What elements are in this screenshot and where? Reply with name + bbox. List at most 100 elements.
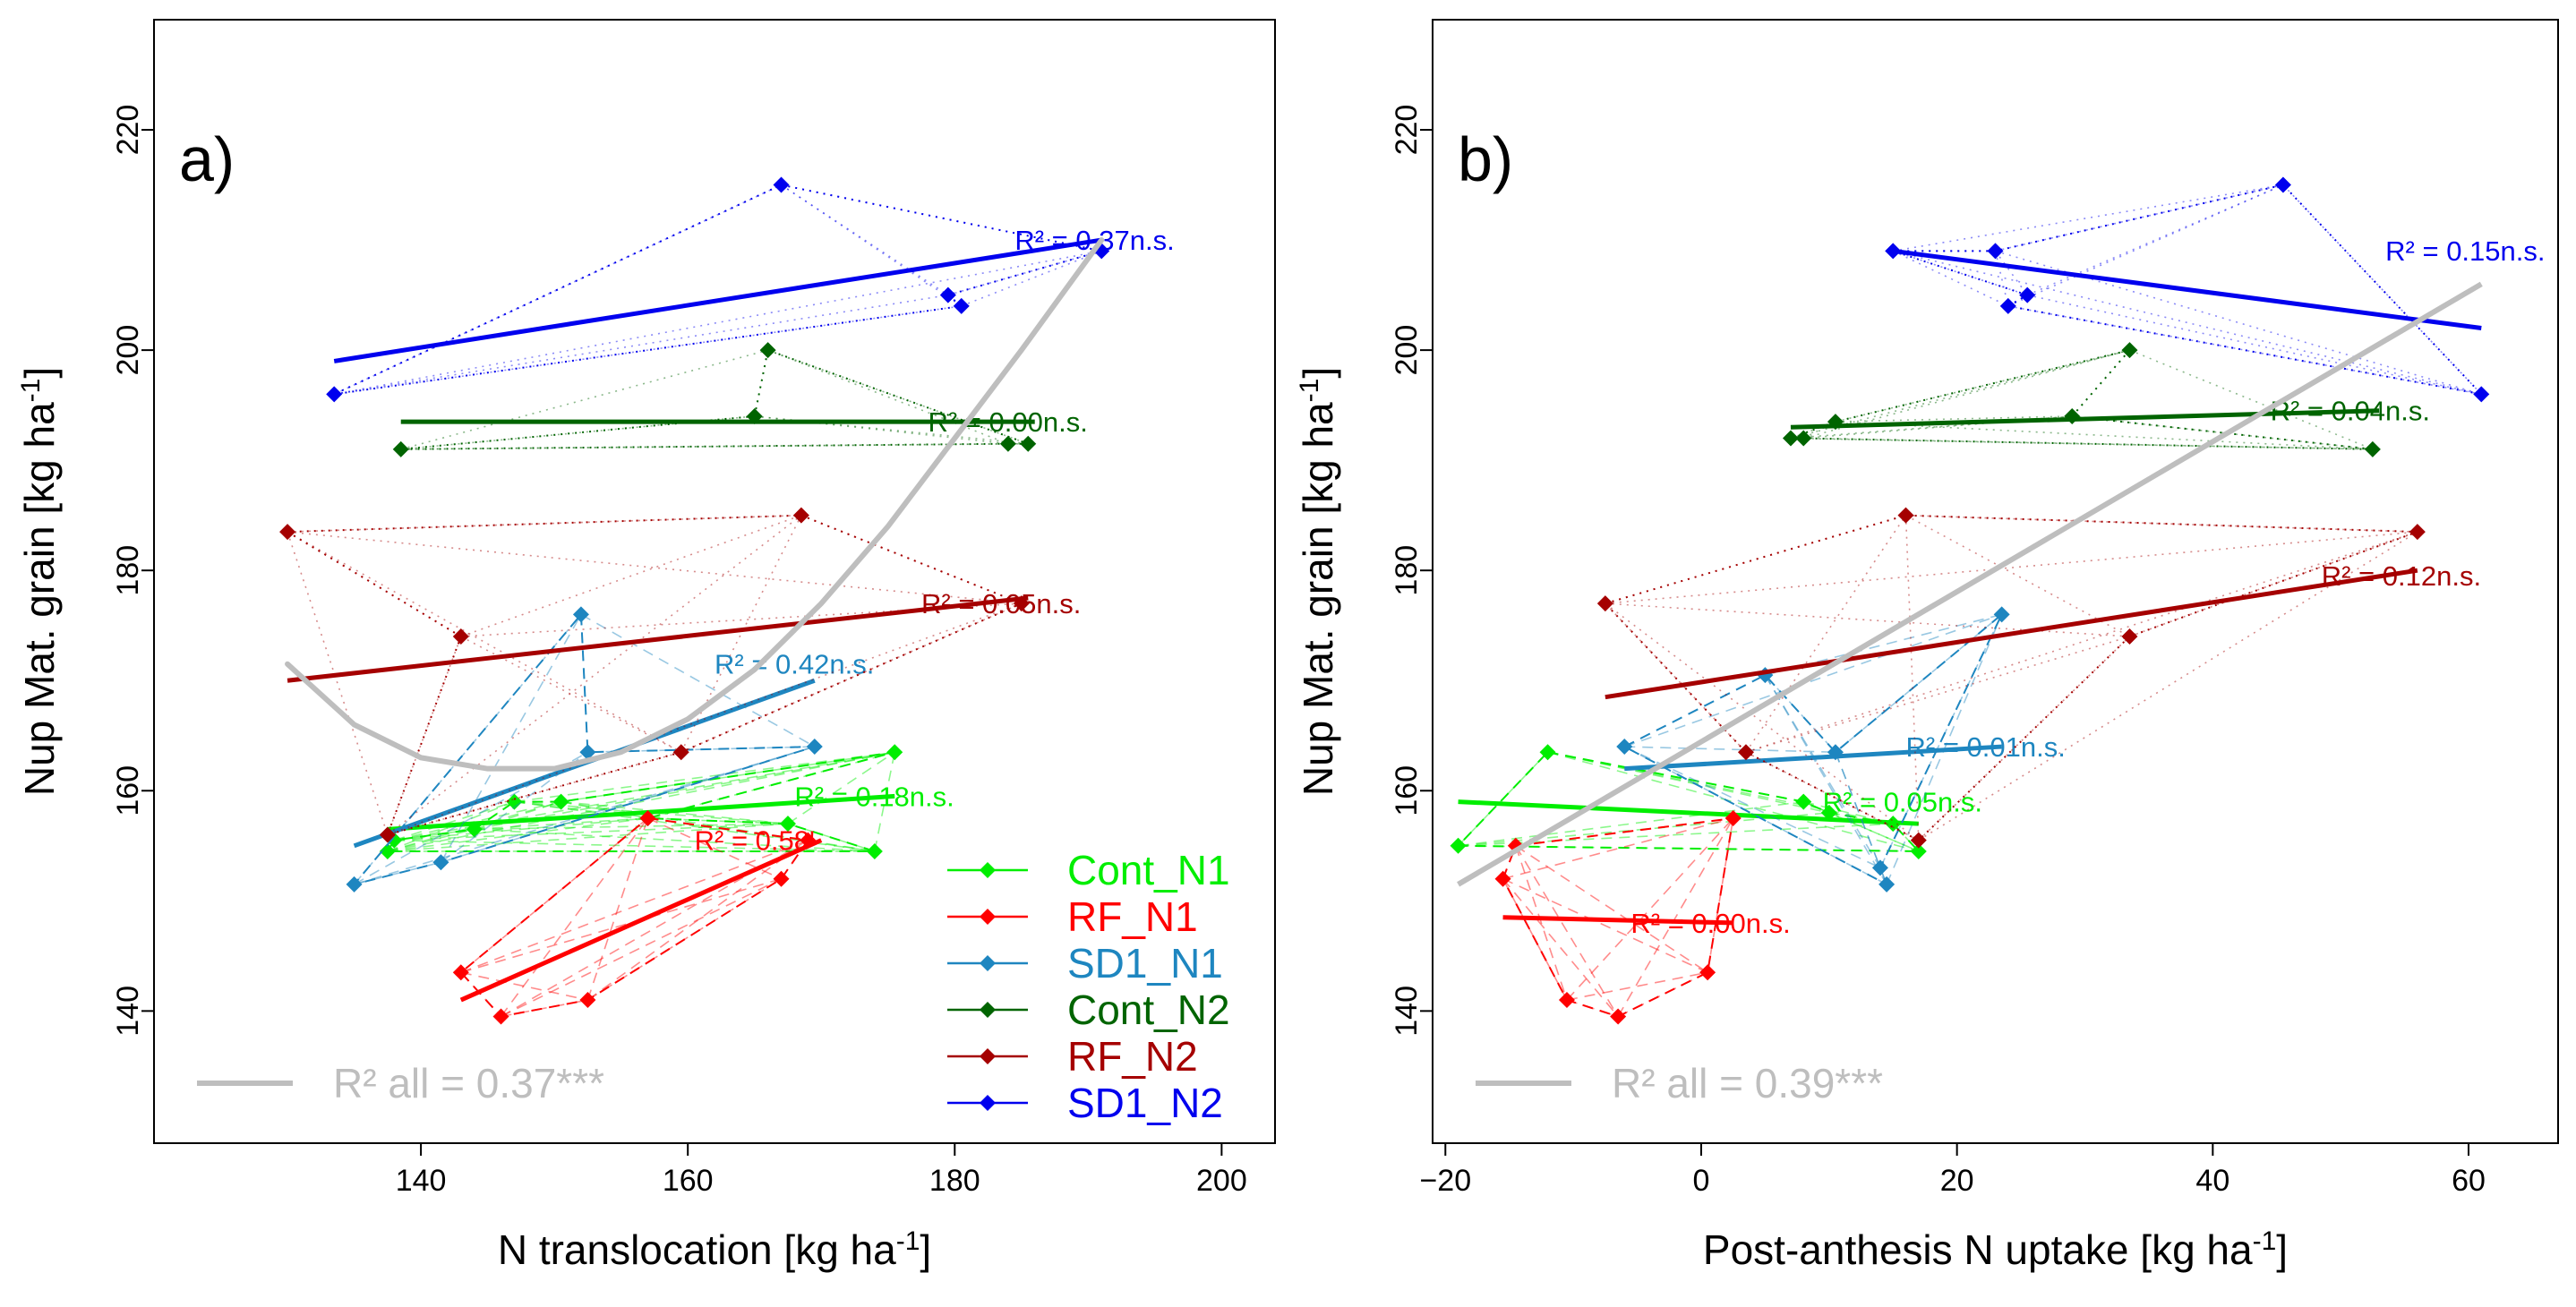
data-point — [1539, 744, 1556, 761]
panel-b-x-tick-label: 0 — [1693, 1164, 1710, 1198]
connector-line — [1764, 674, 1881, 868]
connector-line — [2129, 349, 2374, 450]
connector-line — [354, 746, 816, 885]
panel-b-y-tick-label: 220 — [1390, 105, 1424, 156]
data-point — [746, 407, 763, 424]
legend-swatch-marker — [980, 1048, 996, 1064]
data-point — [1885, 243, 1902, 260]
connector-line — [387, 823, 789, 852]
connector-line — [387, 602, 1023, 836]
connector-line — [514, 751, 895, 803]
connector-line — [474, 817, 648, 831]
connector-line — [460, 514, 802, 637]
data-point — [379, 826, 396, 843]
fit-line — [459, 838, 823, 1003]
data-point — [1795, 793, 1812, 810]
fit-line — [1458, 799, 1919, 826]
panel-b-series-cont-n2: R² = 0.04n.s. — [1782, 342, 2430, 457]
panel-a: 140 160 180 200 140 160 180 200 220 N translocati… — [16, 19, 1276, 1273]
connector-line — [1566, 817, 1734, 1001]
fit-line — [287, 595, 1029, 683]
connector-line — [1623, 746, 1887, 885]
connector-line — [1605, 531, 2418, 604]
data-point — [1827, 414, 1844, 431]
connector-line — [514, 800, 875, 852]
data-point — [1020, 435, 1037, 452]
panel-a-series-cont-n2: R² = 0.00n.s. — [392, 342, 1088, 457]
overall-legend-label: R² all = 0.37*** — [333, 1060, 604, 1106]
r2-annotation: R² = 0.42n.s. — [715, 649, 874, 680]
connector-line — [781, 184, 963, 307]
connector-line — [647, 817, 782, 880]
connector-line — [1745, 515, 1907, 753]
data-point — [1494, 870, 1511, 887]
connector-line — [1547, 751, 1829, 814]
data-point — [452, 964, 469, 981]
data-point — [379, 842, 396, 859]
overall-fit-line — [1457, 281, 2483, 887]
connector-line — [2007, 305, 2482, 396]
data-point — [1820, 804, 1837, 821]
data-point — [432, 854, 449, 871]
data-point — [452, 628, 469, 645]
outline-polygon — [386, 751, 895, 852]
connector-line — [1745, 531, 2418, 753]
connector-line — [387, 817, 648, 852]
overall-legend-label: R² all = 0.39*** — [1612, 1060, 1883, 1106]
data-point — [1782, 430, 1799, 447]
r2-annotation: R² = 0.04n.s. — [2271, 396, 2430, 427]
connector-line — [1502, 878, 1568, 1001]
panel-a-panel-label: a) — [179, 124, 235, 194]
panel-a-y-tick-label: 140 — [111, 986, 145, 1037]
connector-line — [394, 800, 515, 841]
data-point — [800, 832, 817, 849]
data-point — [2364, 440, 2381, 457]
r2-annotation: R² = 0.05n.s. — [921, 588, 1081, 619]
data-point — [1596, 595, 1613, 612]
panel-b-x-axis-label: Post-anthesis N uptake [kg ha-1] — [1703, 1226, 2288, 1273]
panel-a-overall-fit: R² all = 0.37*** — [197, 237, 1105, 1106]
connector-line — [394, 828, 475, 841]
r2-annotation: R² = 0.01n.s. — [1906, 731, 2066, 763]
connector-line — [460, 602, 1022, 637]
panel-a-y-axis-label: Nup Mat. grain [kg ha-1] — [16, 367, 63, 796]
data-point — [1827, 744, 1844, 761]
connector-line — [754, 415, 1029, 445]
legend-label: RF_N1 — [1067, 893, 1198, 940]
panel-a-series-rf-n2: R² = 0.05n.s. — [279, 507, 1081, 843]
connector-line — [947, 250, 1102, 296]
connector-line — [387, 828, 475, 852]
connector-line — [1994, 251, 2009, 307]
panel-a-y-tick-label: 160 — [111, 765, 145, 816]
panel-a-x-tick-label: 200 — [1196, 1164, 1247, 1198]
connector-line — [1566, 971, 1708, 1001]
data-point — [1897, 507, 1914, 524]
data-point — [1724, 810, 1742, 827]
connector-line — [500, 817, 649, 1017]
connector-line — [586, 839, 809, 1001]
data-point — [1879, 876, 1896, 893]
panel-b-y-tick-label: 200 — [1390, 325, 1424, 376]
data-point — [1737, 744, 1754, 761]
panel-b-y-tick-label: 160 — [1390, 765, 1424, 816]
panel-b-series-sd1-n2: R² = 0.15n.s. — [1885, 176, 2546, 403]
data-point — [1885, 816, 1902, 833]
connector-line — [1502, 817, 1733, 880]
data-point — [1558, 992, 1575, 1009]
data-point — [806, 739, 823, 756]
panel-b-y-tick-label: 140 — [1390, 986, 1424, 1037]
data-point — [1999, 297, 2016, 314]
data-point — [886, 744, 903, 761]
panel-a-y-tick-label: 220 — [111, 105, 145, 156]
connector-line — [394, 823, 789, 841]
r2-annotation: R² = 0.15n.s. — [2385, 235, 2545, 267]
fit-line — [1624, 744, 2002, 772]
connector-line — [387, 751, 895, 852]
panel-b-series-rf-n1: R² = 0.00n.s. — [1494, 810, 1791, 1025]
data-point — [572, 606, 589, 623]
overall-fit-curve — [285, 237, 1105, 772]
connector-line — [1623, 746, 1881, 869]
legend-label: Cont_N2 — [1067, 987, 1230, 1033]
panel-b-x-tick-label: −20 — [1419, 1164, 1471, 1198]
